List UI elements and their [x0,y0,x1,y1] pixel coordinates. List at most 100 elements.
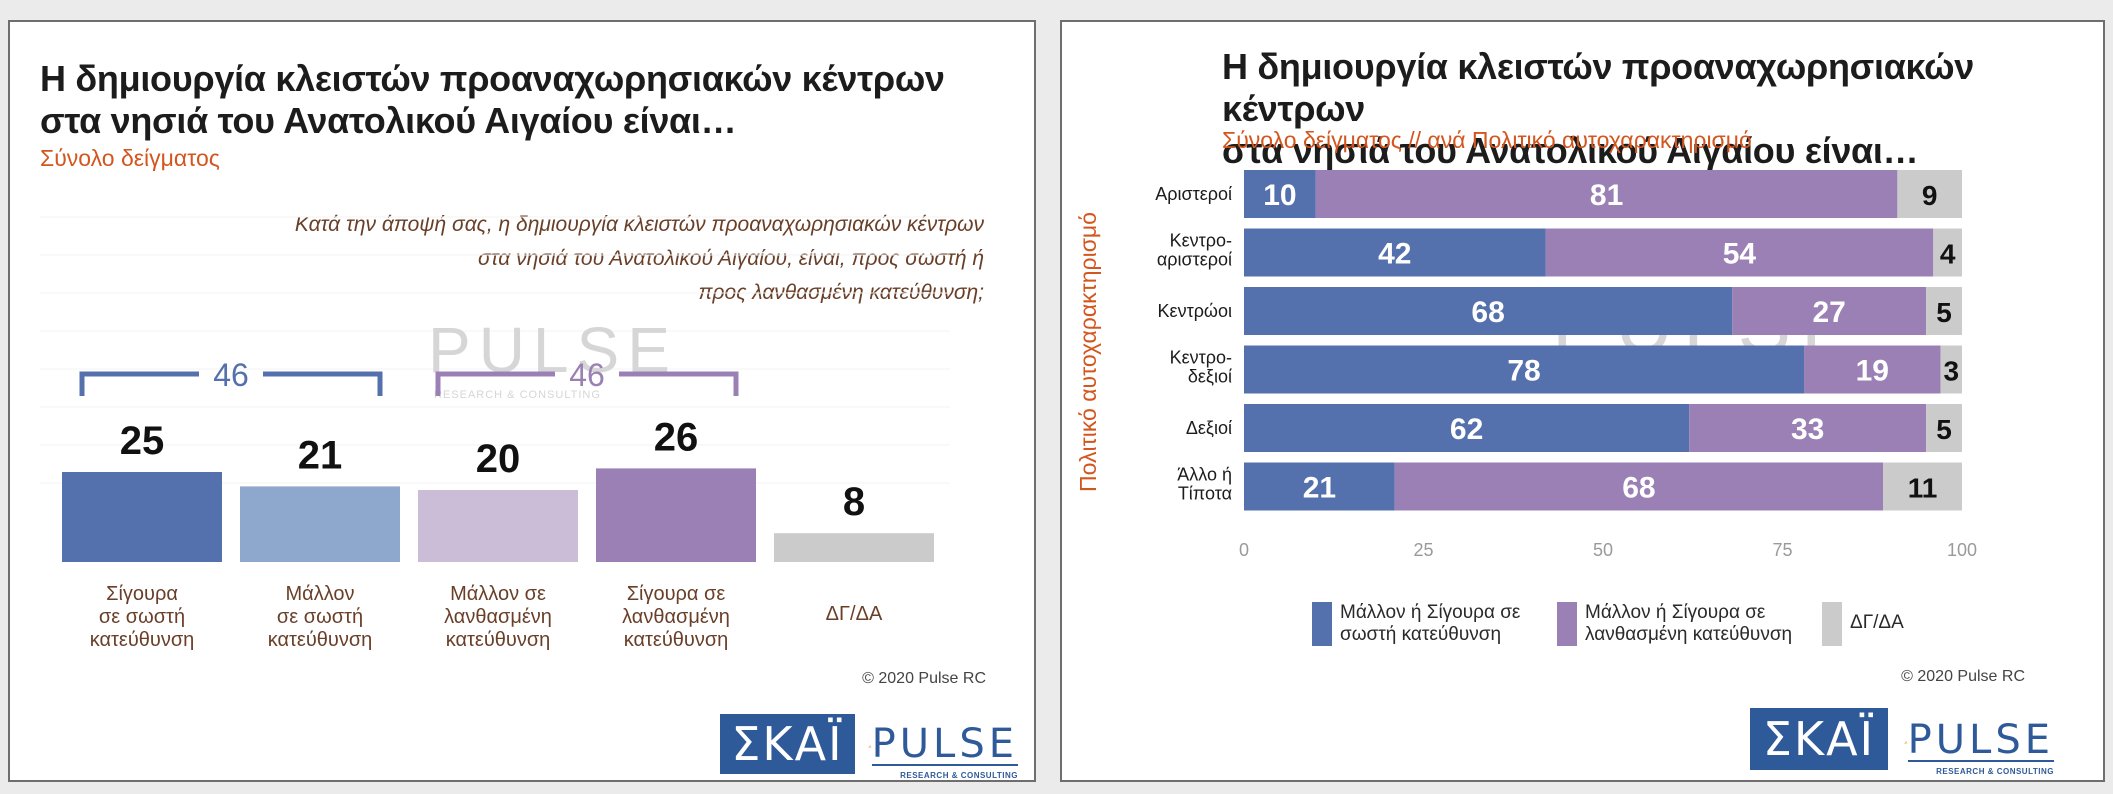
row-category-label: Αριστεροί [1155,184,1232,204]
segment-value-label: 3 [1943,356,1959,387]
pulse-wave-icon [1904,741,1908,745]
pulse-logo-tagline: RESEARCH & CONSULTING [900,771,1018,780]
pulse-logo: PULSE RESEARCH & CONSULTING [1904,712,2054,776]
row-category-label: αριστεροί [1157,250,1232,270]
stacked-segment [1244,462,1395,511]
left-bar [774,533,934,562]
legend-swatch-correct [1312,602,1332,646]
bracket-line [79,371,383,396]
stacked-segment [1315,170,1898,218]
left-chart-subtitle: Σύνολο δείγματος [40,145,220,171]
row-category-label: Κεντρώοι [1158,301,1232,321]
left-bar-value: 26 [654,415,699,459]
stacked-segment [1883,462,1962,511]
stacked-segment [1897,170,1962,218]
pulse-logo: PULSE RESEARCH & CONSULTING [868,716,1018,780]
left-chart-title: Η δημιουργία κλειστών προαναχωρησιακών κ… [40,58,945,142]
segment-value-label: 78 [1507,355,1540,388]
stacked-segment [1926,287,1962,335]
legend-item-correct: Μάλλον ή Σίγουρα σε σωστή κατεύθυνση [1312,602,1555,646]
segment-value-label: 42 [1378,238,1411,271]
x-tick-label: 100 [1947,540,1977,560]
right-title-line-2: στα νησιά του Ανατολικού Αιγαίου είναι… [1222,130,1919,171]
segment-value-label: 4 [1940,239,1956,270]
right-chart-subtitle: Σύνολο δείγματος // ανά Πολιτικό αυτοχαρ… [1222,127,1752,153]
segment-value-label: 68 [1622,472,1655,505]
segment-value-label: 5 [1936,414,1952,445]
left-bar [240,486,400,562]
stacked-segment [1940,345,1962,394]
political-self-placement-stacked-chart: Πολιτικό αυτοχαρακτηρισμό PULSERESEARCH … [1075,170,1977,560]
row-category-label: Τίποτα [1178,484,1232,504]
left-bar-value: 8 [843,480,865,524]
watermark-tagline: RESEARCH & CONSULTING [434,389,601,401]
segment-value-label: 5 [1936,297,1952,328]
right-y-axis-label: Πολιτικό αυτοχαρακτηρισμό [1075,212,1101,492]
segment-value-label: 62 [1450,413,1483,446]
bracket-line [435,371,739,396]
stacked-segment [1244,287,1733,335]
left-category-label: Μάλλον [285,583,354,605]
left-category-label: Μάλλον σε [450,583,546,605]
skai-logo: ΣΚΑΪ [720,714,855,774]
left-bar [62,472,222,562]
right-chart-panel: Η δημιουργία κλειστών προαναχωρησιακών κ… [1060,20,2105,782]
segment-value-label: 9 [1922,180,1938,211]
pulse-wave-icon [868,745,872,749]
bracket-sum-label: 46 [569,357,605,393]
x-tick-label: 0 [1239,540,1249,560]
segment-value-label: 33 [1791,413,1824,446]
left-category-label: κατεύθυνση [624,629,729,651]
left-bar [418,490,578,562]
x-tick-label: 75 [1772,540,1792,560]
question-line-2: στα νησιά του Ανατολικού Αιγαίου, είναι,… [478,247,984,270]
stacked-segment [1244,228,1546,277]
left-category-label: σε σωστή [99,606,185,628]
row-category-label: Κεντρο- [1170,348,1232,368]
segment-value-label: 11 [1908,473,1938,504]
left-bar-value: 20 [476,437,521,481]
stacked-segment [1244,170,1316,218]
stacked-segment [1732,287,1927,335]
stacked-segment [1926,404,1962,452]
segment-value-label: 10 [1263,179,1296,212]
left-category-label: κατεύθυνση [268,629,373,651]
legend-item-wrong: Μάλλον ή Σίγουρα σε λανθασμένη κατεύθυνσ… [1557,602,1820,646]
skai-logo-text: ΣΚΑΪ [731,717,844,771]
pulse-logo-word: PULSE [871,721,1018,767]
right-chart-title: Η δημιουργία κλειστών προαναχωρησιακών κ… [1222,46,2103,172]
stacked-segment [1545,228,1934,277]
left-category-label: λανθασμένη [622,606,730,628]
left-category-label: ΔΓ/ΔΑ [826,603,883,625]
x-tick-label: 25 [1413,540,1433,560]
stacked-segment [1804,345,1941,394]
left-category-label: κατεύθυνση [446,629,551,651]
stacked-segment [1244,345,1805,394]
row-category-label: Δεξιοί [1186,418,1232,438]
stacked-segment [1394,462,1884,511]
left-bar-value: 21 [298,433,343,477]
skai-logo: ΣΚΑΪ [1750,708,1888,770]
stacked-segment [1933,228,1962,277]
x-tick-label: 50 [1593,540,1613,560]
segment-value-label: 27 [1812,296,1845,329]
left-category-label: λανθασμένη [444,606,552,628]
legend-label-wrong: Μάλλον ή Σίγουρα σε λανθασμένη κατεύθυνσ… [1585,602,1793,645]
question-line-1: Κατά την άποψή σας, η δημιουργία κλειστώ… [294,213,984,236]
legend-label-correct: Μάλλον ή Σίγουρα σε σωστή κατεύθυνση [1340,602,1521,645]
legend-swatch-dk [1822,602,1842,646]
left-bar-value: 25 [120,419,165,463]
left-bar [596,468,756,562]
legend-item-dk: ΔΓ/ΔΑ [1822,602,1904,646]
segment-value-label: 21 [1303,472,1336,505]
right-copyright: © 2020 Pulse RC [1901,668,2025,685]
left-category-label: κατεύθυνση [90,629,195,651]
legend-swatch-wrong [1557,602,1577,646]
right-title-line-1: Η δημιουργία κλειστών προαναχωρησιακών κ… [1222,46,1974,129]
stacked-segment [1689,404,1927,452]
left-title-line-1: Η δημιουργία κλειστών προαναχωρησιακών κ… [40,58,945,99]
segment-value-label: 54 [1723,238,1757,271]
row-category-label: Κεντρο- [1170,231,1232,251]
